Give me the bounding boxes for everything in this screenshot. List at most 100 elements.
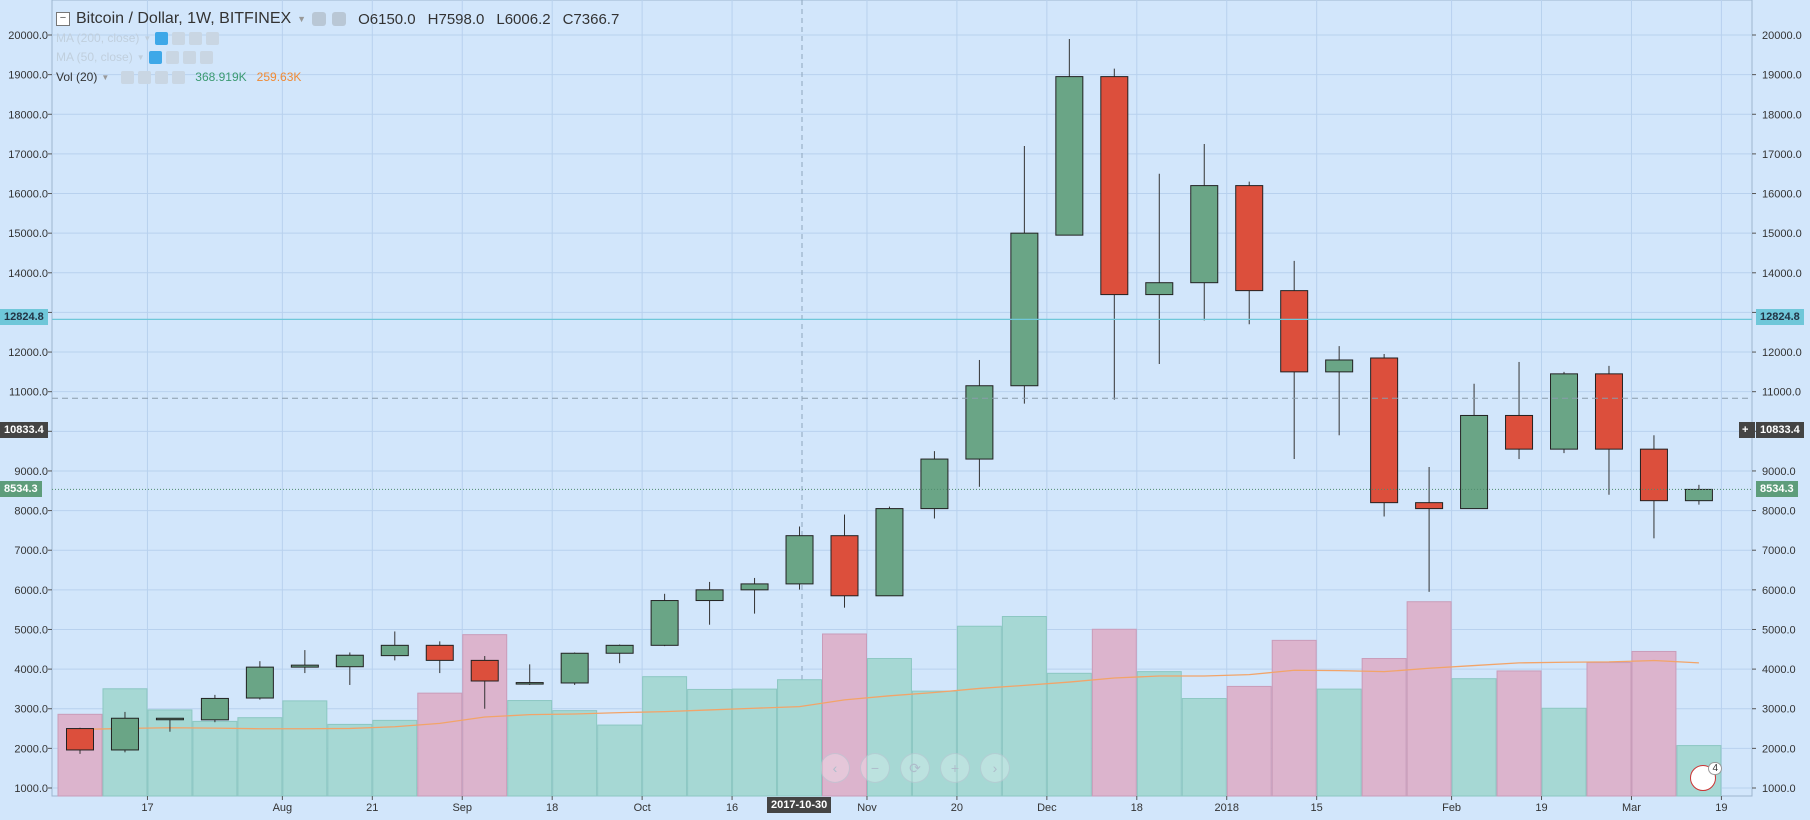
volume-bar (327, 723, 373, 797)
chevron-down-icon[interactable]: ▼ (136, 52, 145, 62)
x-tick-label: 18 (546, 802, 558, 814)
reset-icon[interactable]: ⟳ (900, 753, 930, 783)
candle-body (245, 666, 274, 699)
y-tick-label-left: 17000.0 (8, 149, 48, 161)
settings-icon[interactable] (138, 70, 152, 84)
volume-bar (237, 717, 283, 797)
y-tick-label-left: 7000.0 (14, 545, 48, 557)
y-tick-label-left: 4000.0 (14, 664, 48, 676)
candles (66, 38, 1713, 754)
scroll-right-icon[interactable]: › (980, 753, 1010, 783)
candle-body (425, 644, 454, 661)
x-tick-label: 19 (1715, 802, 1727, 814)
x-tick-label: 20 (951, 802, 963, 814)
y-tick-label-left: 6000.0 (14, 585, 48, 597)
x-tick-label: 16 (726, 802, 738, 814)
y-tick-label-left: 1000.0 (14, 783, 48, 795)
volume-bar (1181, 698, 1227, 797)
x-tick-label: Sep (452, 802, 472, 814)
volume-bar (1136, 671, 1182, 797)
y-tick-label-left: 5000.0 (14, 624, 48, 636)
candle-body (1639, 448, 1668, 502)
y-tick-label-left: 18000.0 (8, 109, 48, 121)
y-tick-label-left: 19000.0 (8, 70, 48, 82)
y-tick-label-left: 20000.0 (8, 30, 48, 42)
crosshair-date-tag: 2017-10-30 (767, 797, 832, 813)
candle-body (875, 508, 904, 597)
chevron-down-icon[interactable]: ▼ (297, 14, 307, 24)
candle-body (1550, 373, 1579, 450)
volume-bar (1496, 670, 1542, 797)
zoom-out-icon[interactable]: − (860, 753, 890, 783)
chart-header: − Bitcoin / Dollar, 1W, BITFINEX ▼ O6150… (56, 8, 619, 30)
y-tick-label-left: 15000.0 (8, 228, 48, 240)
chevron-down-icon[interactable]: ▼ (101, 72, 110, 82)
last-price-tag-right: 8534.3 (1756, 481, 1798, 497)
add-alert-icon[interactable]: + (1739, 422, 1755, 438)
close-icon[interactable] (172, 70, 186, 84)
candle-body (1415, 502, 1444, 510)
settings-icon[interactable] (172, 31, 186, 45)
indicator-ma200[interactable]: MA (200, close) ▼ (56, 29, 220, 47)
volume-bar (687, 688, 733, 797)
candle-body (110, 717, 139, 751)
plus-icon[interactable] (155, 70, 169, 84)
eye-icon[interactable] (332, 12, 347, 26)
candle-body (1010, 232, 1039, 387)
eye-icon[interactable] (148, 50, 162, 64)
collapse-icon[interactable]: − (56, 12, 70, 26)
eye-icon[interactable] (121, 70, 135, 84)
indicator-ma50[interactable]: MA (50, close) ▼ (56, 48, 213, 66)
y-tick-label-right: 11000.0 (1762, 387, 1801, 399)
close-icon[interactable] (206, 31, 220, 45)
candle-body (200, 697, 229, 721)
candle-body (1325, 359, 1354, 373)
volume-bar (1271, 639, 1317, 797)
flag-icon[interactable]: 4 (1690, 762, 1722, 791)
y-tick-label-right: 16000.0 (1762, 189, 1802, 201)
low-value: L6006.2 (496, 10, 551, 28)
volume-bar (1316, 688, 1362, 797)
volume-bar (1091, 628, 1137, 797)
x-tick-label: 18 (1131, 802, 1143, 814)
volume-bar (507, 700, 553, 797)
event-count-badge: 4 (1708, 762, 1722, 775)
candle-body (740, 583, 769, 591)
candle-body (785, 535, 814, 585)
scroll-left-icon[interactable]: ‹ (820, 753, 850, 783)
y-tick-label-right: 2000.0 (1762, 743, 1796, 755)
candle-body (1370, 357, 1399, 504)
open-value: O6150.0 (358, 10, 416, 28)
volume-ma-line (79, 659, 1699, 731)
y-tick-label-left: 8000.0 (14, 506, 48, 518)
plus-icon[interactable] (182, 50, 196, 64)
zoom-in-icon[interactable]: + (940, 753, 970, 783)
symbol-title[interactable]: Bitcoin / Dollar, 1W, BITFINEX (76, 10, 292, 27)
settings-icon[interactable] (312, 12, 327, 26)
y-tick-label-right: 6000.0 (1762, 585, 1796, 597)
volume-bar (1541, 707, 1587, 797)
candle-body (1505, 414, 1534, 450)
volume-bar (1226, 685, 1272, 797)
candle-body (1235, 185, 1264, 292)
volume-bar (642, 676, 688, 797)
candle-body (470, 659, 499, 682)
candle-body (830, 535, 859, 597)
plus-icon[interactable] (189, 31, 203, 45)
y-tick-label-right: 7000.0 (1762, 545, 1796, 557)
y-tick-label-left: 3000.0 (14, 704, 48, 716)
eye-icon[interactable] (155, 31, 169, 45)
y-tick-label-right: 12000.0 (1762, 347, 1802, 359)
x-tick-label: Dec (1037, 802, 1057, 814)
x-tick-label: 17 (141, 802, 153, 814)
candle-body (1055, 76, 1084, 236)
volume-bars (57, 601, 1722, 797)
chevron-down-icon[interactable]: ▼ (143, 33, 152, 43)
volume-bar (1631, 650, 1677, 797)
close-icon[interactable] (199, 50, 213, 64)
indicator-volume[interactable]: Vol (20) ▼ 368.919K 259.63K (56, 68, 301, 86)
settings-icon[interactable] (165, 50, 179, 64)
y-tick-label-right: 18000.0 (1762, 109, 1802, 121)
x-tick-label: Nov (857, 802, 877, 814)
